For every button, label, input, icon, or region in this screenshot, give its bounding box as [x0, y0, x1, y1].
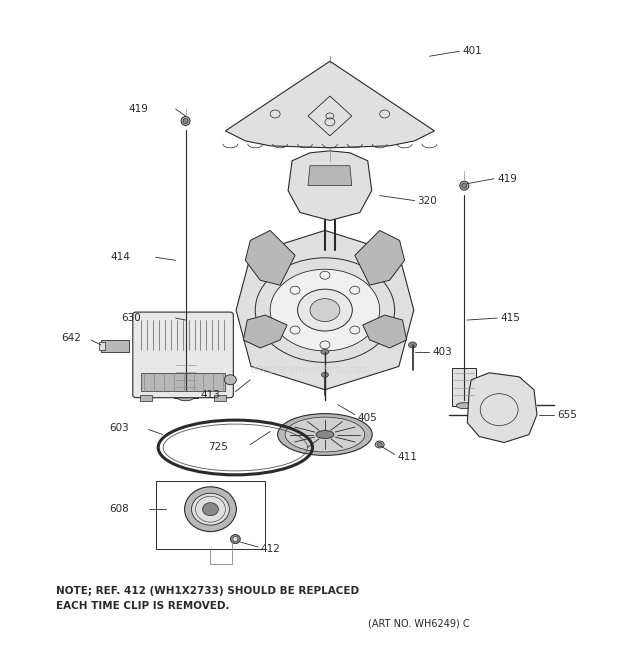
Ellipse shape — [224, 375, 236, 385]
Bar — [101, 340, 129, 352]
Text: 413: 413 — [200, 390, 220, 400]
Polygon shape — [246, 231, 295, 285]
Polygon shape — [467, 373, 537, 442]
Ellipse shape — [177, 395, 193, 401]
Ellipse shape — [285, 417, 365, 452]
Text: 405: 405 — [358, 412, 378, 422]
Bar — [156, 481, 265, 549]
Ellipse shape — [375, 441, 384, 448]
Ellipse shape — [231, 535, 241, 543]
Ellipse shape — [183, 118, 188, 124]
Text: 630: 630 — [121, 313, 141, 323]
Ellipse shape — [278, 414, 372, 455]
Text: 608: 608 — [109, 504, 129, 514]
Text: NOTE; REF. 412 (WH1X2733) SHOULD BE REPLACED: NOTE; REF. 412 (WH1X2733) SHOULD BE REPL… — [56, 586, 359, 596]
Ellipse shape — [310, 299, 340, 321]
Text: (ART NO. WH6249) C: (ART NO. WH6249) C — [368, 619, 469, 629]
Polygon shape — [288, 151, 372, 221]
Text: 411: 411 — [397, 452, 417, 463]
Text: 419: 419 — [129, 104, 149, 114]
Ellipse shape — [270, 269, 379, 351]
Bar — [99, 342, 105, 350]
Text: 642: 642 — [61, 333, 81, 343]
Ellipse shape — [192, 493, 229, 525]
Ellipse shape — [316, 430, 334, 438]
Text: 603: 603 — [109, 422, 129, 432]
Text: 403: 403 — [432, 347, 452, 357]
Ellipse shape — [320, 247, 340, 254]
Ellipse shape — [233, 537, 238, 541]
Text: 419: 419 — [497, 174, 517, 184]
Text: eReplacementParts.com: eReplacementParts.com — [250, 365, 370, 375]
Ellipse shape — [321, 372, 329, 377]
Bar — [453, 368, 476, 406]
Ellipse shape — [462, 183, 467, 188]
Ellipse shape — [312, 245, 347, 256]
Ellipse shape — [460, 181, 469, 190]
Text: EACH TIME CLIP IS REMOVED.: EACH TIME CLIP IS REMOVED. — [56, 601, 229, 611]
Bar — [141, 373, 226, 391]
Polygon shape — [363, 315, 407, 348]
Polygon shape — [243, 315, 287, 348]
Ellipse shape — [298, 289, 352, 331]
Bar — [140, 395, 152, 401]
Bar — [215, 395, 226, 401]
Ellipse shape — [456, 403, 472, 408]
Ellipse shape — [377, 442, 382, 446]
Text: 320: 320 — [417, 196, 437, 206]
Polygon shape — [355, 231, 405, 285]
Ellipse shape — [181, 116, 190, 126]
Text: 415: 415 — [500, 313, 520, 323]
Ellipse shape — [255, 258, 394, 362]
Text: 655: 655 — [557, 410, 577, 420]
Text: 414: 414 — [111, 253, 131, 262]
Text: 725: 725 — [208, 442, 228, 453]
Polygon shape — [308, 166, 352, 186]
Ellipse shape — [203, 503, 218, 516]
Text: 412: 412 — [260, 544, 280, 554]
Polygon shape — [226, 61, 435, 148]
Ellipse shape — [185, 486, 236, 531]
Text: 401: 401 — [463, 46, 482, 56]
Ellipse shape — [409, 342, 417, 348]
Polygon shape — [236, 231, 414, 390]
Ellipse shape — [321, 350, 329, 354]
FancyBboxPatch shape — [133, 312, 233, 398]
Bar — [174, 360, 198, 398]
